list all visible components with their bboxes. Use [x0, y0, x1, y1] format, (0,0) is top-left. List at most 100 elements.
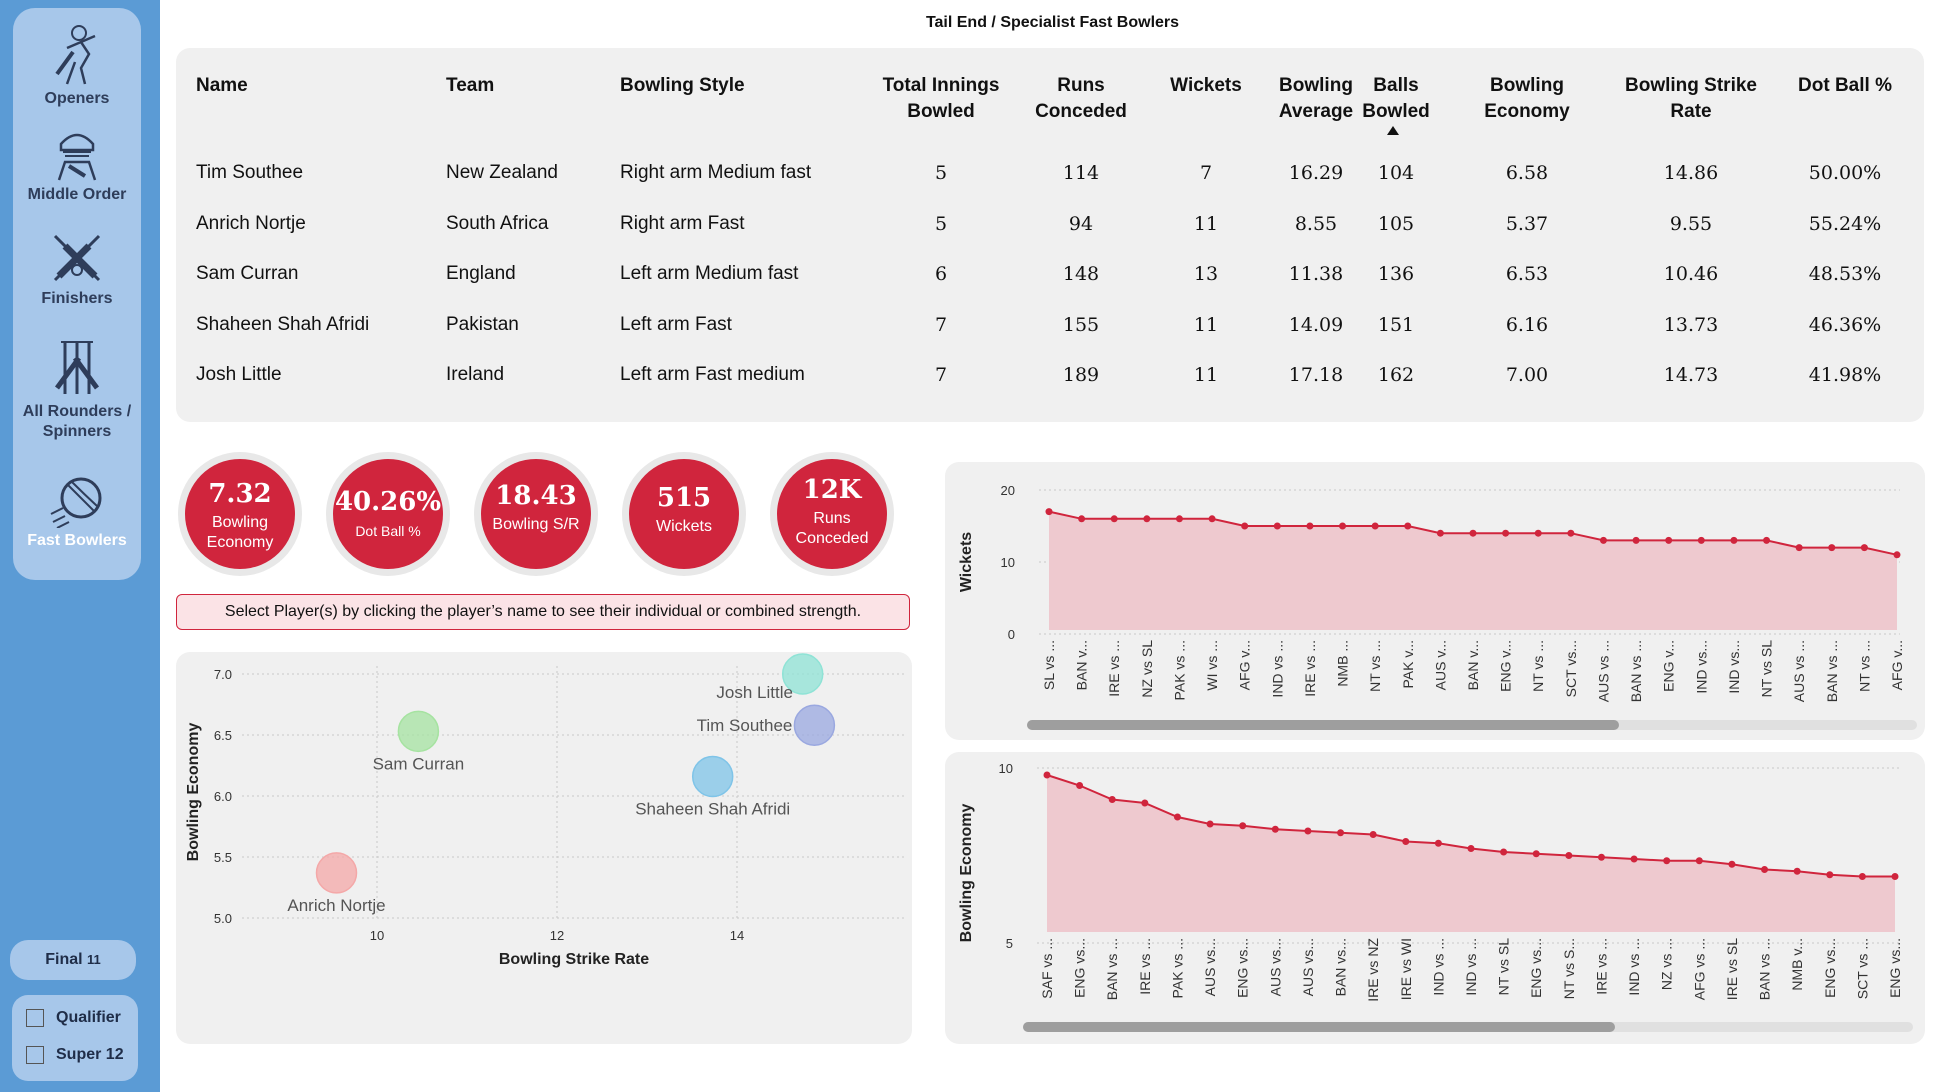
data-point — [1076, 782, 1084, 789]
col-header-bowling-style[interactable]: Bowling Style — [620, 75, 745, 96]
cell-innings: 7 — [934, 364, 948, 386]
cell-wickets: 13 — [1193, 263, 1219, 285]
col-header-runs[interactable]: Runs Conceded — [1035, 75, 1127, 122]
cell-economy: 7.00 — [1505, 364, 1549, 386]
selection-hint-banner: Select Player(s) by clicking the player’… — [176, 594, 910, 630]
final-filter-pill[interactable]: Final 11 — [10, 940, 136, 980]
col-header-economy[interactable]: Bowling Economy — [1484, 75, 1570, 122]
col-header-dot-ball[interactable]: Dot Ball % — [1798, 75, 1892, 96]
scrollbar-thumb[interactable] — [1023, 1022, 1615, 1032]
cell-average: 14.09 — [1288, 313, 1344, 336]
cell-dot-ball: 50.00% — [1808, 162, 1882, 184]
x-tick-label: SCT vs... — [1563, 640, 1579, 697]
y-tick-label: 5.0 — [214, 911, 232, 926]
x-tick-label: ENG v... — [1498, 640, 1514, 692]
cell-strike-rate: 9.55 — [1669, 212, 1713, 235]
x-tick-label: BAN vs ... — [1104, 938, 1120, 1000]
kpi-label: Dot Ball % — [355, 523, 421, 539]
cell-economy: 5.37 — [1505, 212, 1549, 235]
sidebar-item-fast-bowlers[interactable]: Fast Bowlers — [13, 474, 141, 550]
x-tick-label: NT vs SL — [1496, 938, 1512, 996]
data-point — [1597, 853, 1605, 861]
x-tick-label: IRE vs ... — [1137, 938, 1153, 995]
y-tick-label: 0 — [1008, 627, 1015, 642]
col-header-name[interactable]: Name — [196, 75, 248, 96]
cell-runs: 189 — [1062, 364, 1100, 386]
cell-balls: 104 — [1377, 162, 1415, 184]
sort-ascending-icon[interactable] — [1387, 126, 1399, 135]
data-point — [1110, 515, 1118, 523]
y-tick-label: 10 — [1001, 555, 1015, 570]
scatter-point — [315, 852, 358, 894]
cell-name[interactable]: Tim Southee — [196, 162, 304, 183]
data-point — [1143, 515, 1151, 523]
x-tick-label: IRE vs ... — [1106, 640, 1122, 697]
x-tick-label: NT vs ... — [1530, 640, 1546, 692]
cell-wickets: 11 — [1193, 313, 1219, 336]
cell-balls: 105 — [1377, 212, 1415, 235]
x-tick-label: AUS vs ... — [1595, 640, 1611, 702]
cell-runs: 114 — [1062, 162, 1100, 184]
x-tick-label: ENG vs... — [1822, 938, 1838, 998]
checkbox[interactable] — [26, 1046, 44, 1064]
filter-label: Super 12 — [56, 1046, 124, 1063]
col-header-average[interactable]: Bowling Average — [1278, 75, 1354, 122]
cell-style: Right arm Fast — [620, 212, 745, 234]
data-point — [1108, 796, 1116, 803]
cell-average: 8.55 — [1294, 212, 1338, 235]
scrollbar-thumb[interactable] — [1027, 720, 1619, 730]
data-point — [1502, 529, 1510, 537]
cell-strike-rate: 10.46 — [1663, 263, 1719, 285]
cell-name[interactable]: Sam Curran — [196, 263, 299, 284]
sidebar-item-all-rounders[interactable]: All Rounders / Spinners — [13, 338, 141, 442]
col-header-team[interactable]: Team — [446, 75, 495, 96]
cell-innings: 5 — [934, 212, 948, 235]
sidebar-item-label: Finishers — [41, 290, 113, 307]
col-header-balls[interactable]: Balls Bowled — [1362, 75, 1430, 122]
cell-style: Left arm Fast — [620, 313, 732, 335]
checkbox[interactable] — [26, 1009, 44, 1027]
kpi-wickets: 515 Wickets — [622, 452, 746, 576]
sidebar-item-label: Fast Bowlers — [27, 532, 127, 549]
sidebar: Openers Middle Order Finishers — [0, 0, 160, 1092]
x-tick-label: AUS v... — [1432, 640, 1448, 690]
x-tick-label: 12 — [550, 928, 564, 943]
x-tick-label: 14 — [730, 928, 744, 943]
x-tick-label: IND vs... — [1726, 640, 1742, 694]
cell-name[interactable]: Shaheen Shah Afridi — [196, 313, 370, 335]
data-point — [1043, 771, 1051, 779]
cell-innings: 6 — [934, 263, 948, 285]
data-point — [1697, 536, 1705, 544]
cell-balls: 162 — [1377, 364, 1415, 386]
x-tick-label: 10 — [370, 928, 384, 943]
y-tick-label: 5.5 — [214, 850, 232, 865]
cell-economy: 6.53 — [1505, 263, 1549, 285]
sidebar-item-middle-order[interactable]: Middle Order — [13, 126, 141, 204]
cell-wickets: 11 — [1193, 212, 1219, 235]
scatter-point — [691, 755, 734, 798]
x-tick-label: IRE vs WI — [1398, 938, 1414, 1000]
data-point — [1532, 850, 1540, 858]
data-point — [1858, 873, 1866, 880]
data-point — [1304, 827, 1312, 835]
cell-average: 17.18 — [1288, 364, 1344, 386]
cell-style: Right arm Medium fast — [620, 162, 812, 183]
data-point — [1141, 799, 1149, 807]
col-header-strike-rate[interactable]: Bowling Strike Rate — [1625, 75, 1757, 122]
col-header-wickets[interactable]: Wickets — [1170, 75, 1242, 96]
cell-name[interactable]: Josh Little — [196, 364, 282, 385]
cell-team: South Africa — [446, 212, 549, 234]
filter-super-12[interactable]: Super 12 — [26, 1044, 124, 1066]
cell-dot-ball: 41.98% — [1808, 364, 1882, 386]
kpi-value: 515 — [656, 483, 712, 513]
filter-qualifier[interactable]: Qualifier — [26, 1007, 121, 1029]
sidebar-item-finishers[interactable]: Finishers — [13, 230, 141, 308]
x-tick-label: AFG vs ... — [1691, 938, 1707, 1000]
sidebar-item-openers[interactable]: Openers — [13, 24, 141, 108]
cell-innings: 7 — [934, 313, 948, 336]
kpi-label: Bowling S/R — [492, 516, 580, 533]
kpi-runs: 12K Runs Conceded — [770, 452, 894, 576]
cell-name[interactable]: Anrich Nortje — [196, 212, 306, 234]
x-tick-label: NT vs ... — [1367, 640, 1383, 692]
col-header-innings[interactable]: Total Innings Bowled — [882, 75, 1000, 122]
